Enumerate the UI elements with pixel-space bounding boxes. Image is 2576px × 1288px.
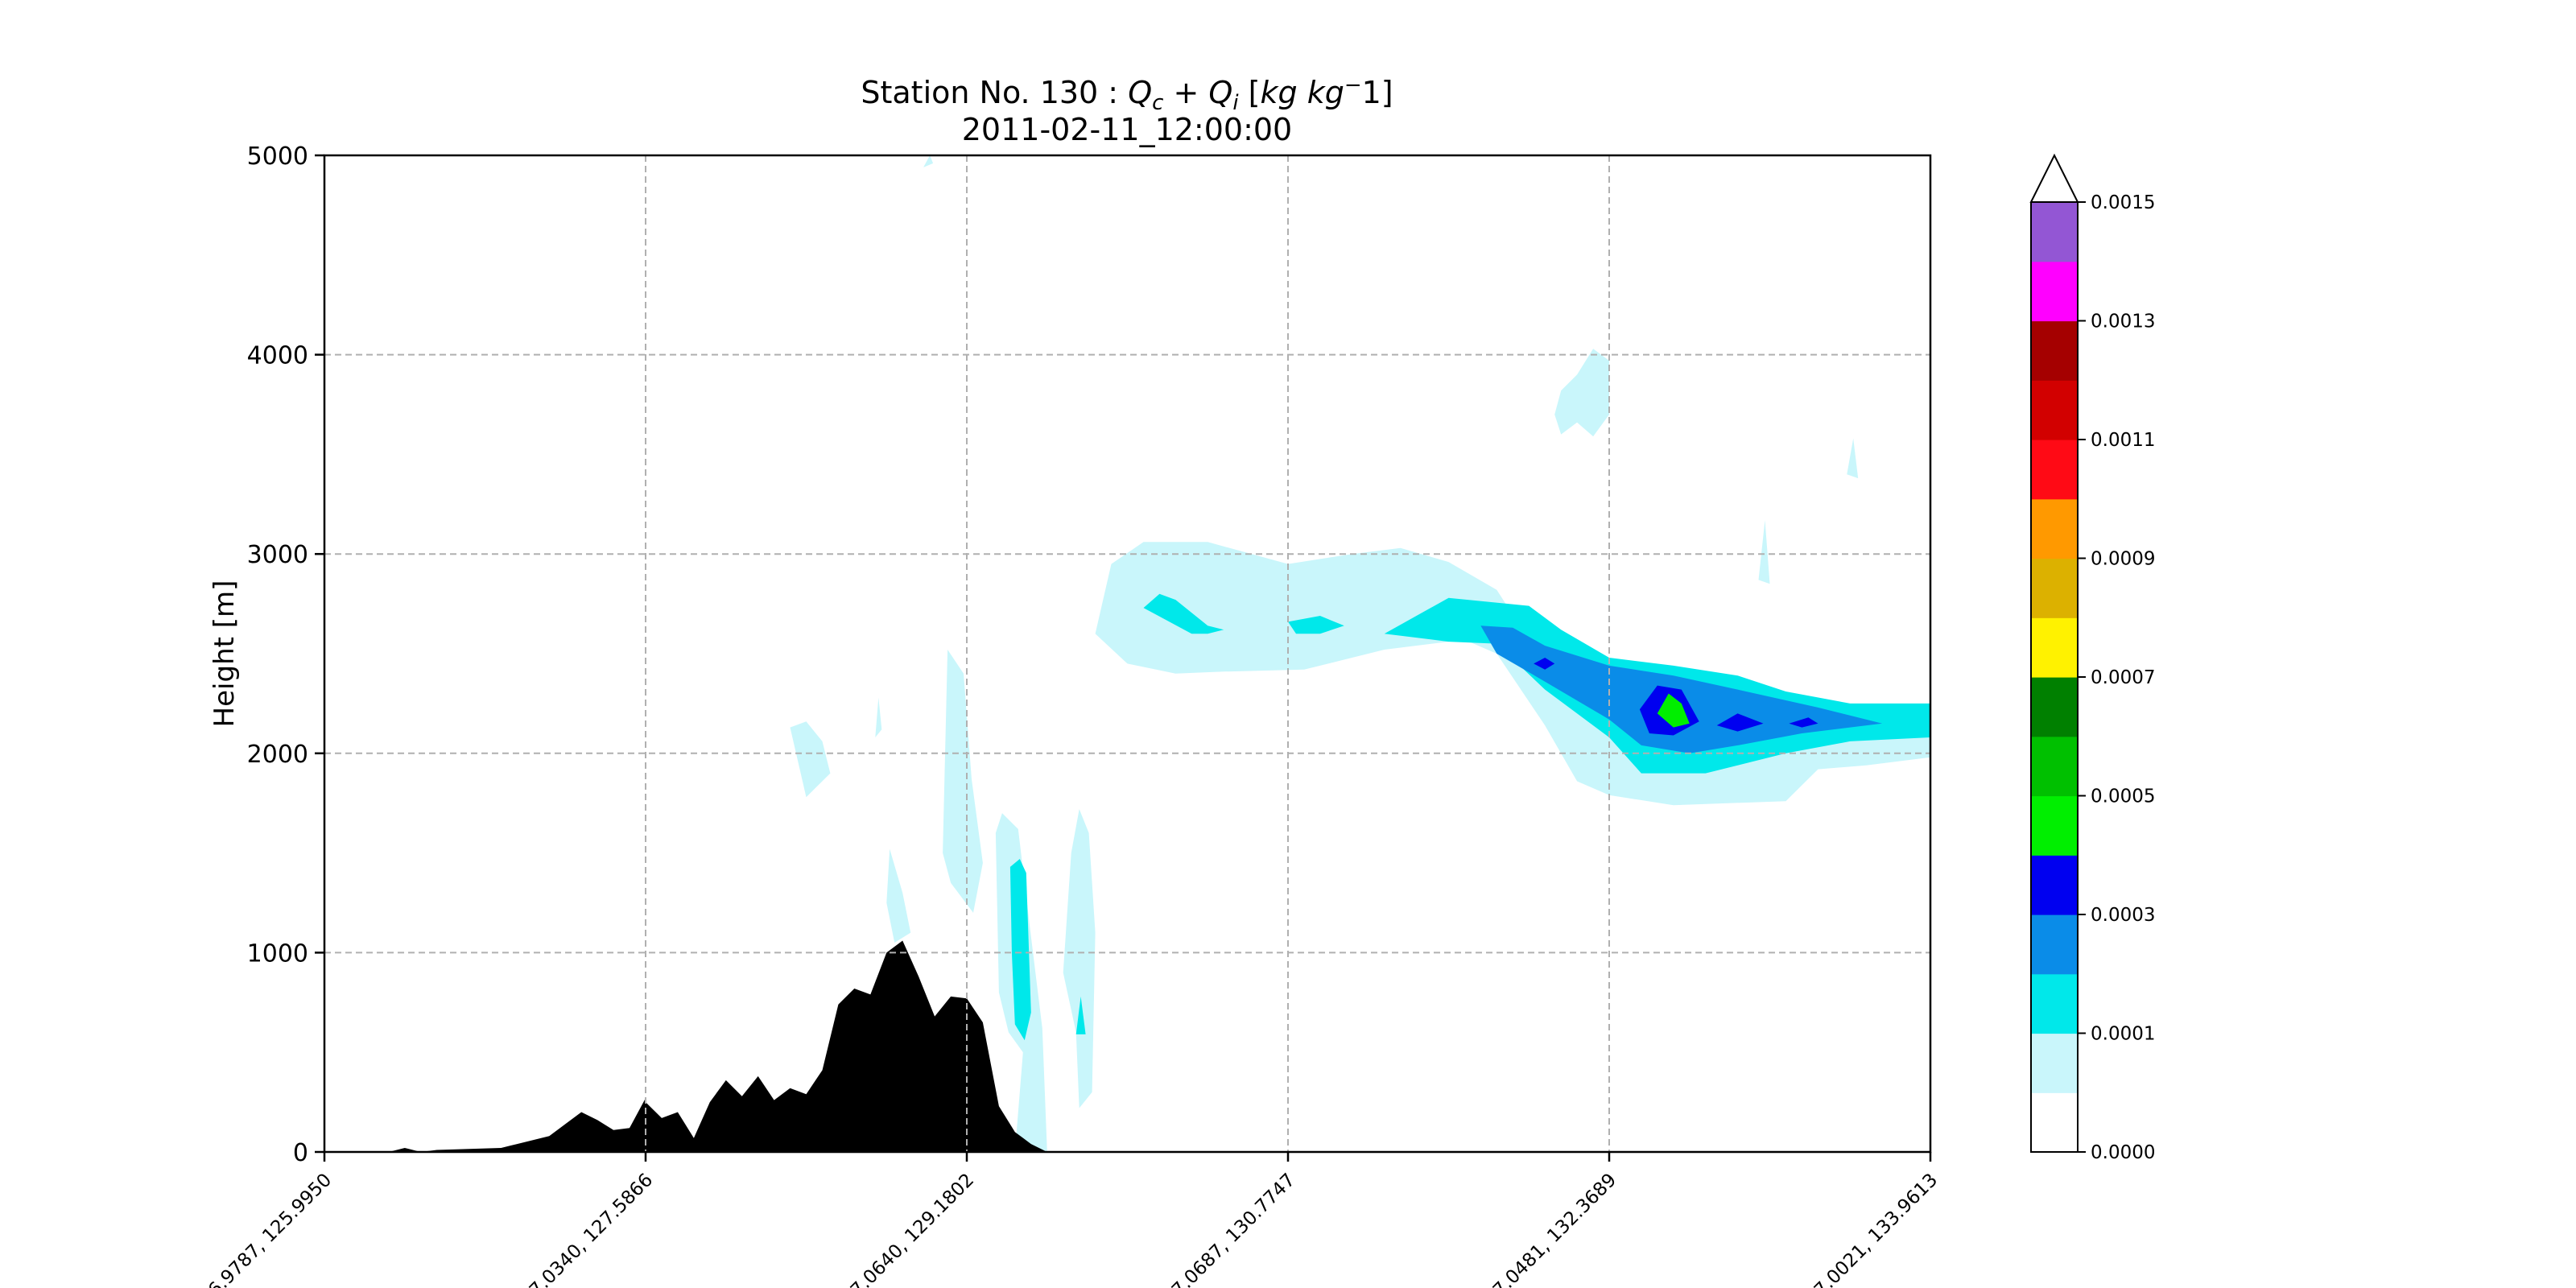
colorbar-tick-label: 0.0007 xyxy=(2091,667,2155,688)
chart-subtitle: 2011-02-11_12:00:00 xyxy=(962,112,1293,147)
contour-region xyxy=(1789,717,1818,728)
y-tick-label: 1000 xyxy=(247,939,308,968)
contour-region xyxy=(1009,859,1031,1041)
y-axis-label: Height [m] xyxy=(208,580,241,728)
x-tick-label: 37.0481, 132.3689 xyxy=(1481,1170,1621,1288)
contour-region xyxy=(1063,809,1096,1108)
contour-region xyxy=(1758,520,1770,584)
contour-region xyxy=(875,697,882,737)
chart-title-line1: Station No. 130 : Qc + Qi [kg kg−1] xyxy=(861,73,1393,115)
x-tick-label: 37.0340, 127.5866 xyxy=(518,1170,658,1288)
colorbar-swatch xyxy=(2031,440,2078,500)
colorbar-tick-label: 0.0000 xyxy=(2091,1142,2155,1163)
colorbar-tick-label: 0.0009 xyxy=(2091,549,2155,570)
chart-title-prefix: Station No. 130 : xyxy=(861,75,1128,110)
colorbar-swatch xyxy=(2031,380,2078,440)
contour-region xyxy=(1480,625,1883,753)
x-tick-label: 36.9787, 125.9950 xyxy=(196,1170,336,1288)
colorbar-tick-label: 0.0013 xyxy=(2091,312,2155,332)
contour-region xyxy=(1095,542,1930,806)
chart-title: Station No. 130 : Qc + Qi [kg kg−1] 2011… xyxy=(861,73,1393,147)
colorbar-swatch xyxy=(2031,1033,2078,1093)
x-tick-label: 37.0687, 130.7747 xyxy=(1160,1170,1300,1288)
colorbar-swatch xyxy=(2031,558,2078,618)
plot-frame xyxy=(323,154,1932,1154)
contour-region xyxy=(790,721,831,798)
contour-region xyxy=(1657,693,1690,728)
colorbar-swatch xyxy=(2031,736,2078,797)
contour-region xyxy=(1534,658,1555,670)
colorbar-swatch xyxy=(2031,617,2078,678)
colorbar-swatch xyxy=(2031,320,2078,381)
colorbar-swatch xyxy=(2031,855,2078,915)
y-tick-label: 4000 xyxy=(247,342,308,370)
colorbar-tick-label: 0.0015 xyxy=(2091,192,2155,213)
y-tick-label: 5000 xyxy=(247,142,308,171)
y-tick-label: 3000 xyxy=(247,541,308,569)
colorbar-swatch xyxy=(2031,261,2078,322)
contour-region xyxy=(1847,438,1859,479)
colorbar-swatch xyxy=(2031,498,2078,559)
contour-region xyxy=(1143,593,1224,634)
colorbar-tick-label: 0.0001 xyxy=(2091,1024,2155,1045)
contour-region xyxy=(1075,996,1086,1034)
contour-region xyxy=(1716,713,1764,732)
x-tick-label: 37.0021, 133.9613 xyxy=(1802,1170,1942,1288)
contour-region xyxy=(1288,616,1344,634)
terrain-silhouette xyxy=(324,940,1063,1152)
colorbar-swatch xyxy=(2031,795,2078,856)
colorbar-tick-label: 0.0011 xyxy=(2091,430,2155,451)
colorbar-swatch xyxy=(2031,202,2078,262)
contour-region xyxy=(943,650,983,913)
colorbar-swatch xyxy=(2031,914,2078,975)
x-tick-label: 37.0640, 129.1802 xyxy=(839,1170,979,1288)
contour-region xyxy=(923,155,934,167)
colorbar-extend-arrow xyxy=(2029,153,2079,203)
contour-region xyxy=(1554,349,1609,437)
contour-region xyxy=(886,848,911,943)
y-tick-label: 0 xyxy=(293,1139,308,1167)
colorbar-swatch xyxy=(2031,973,2078,1034)
colorbar-swatch xyxy=(2031,1092,2078,1153)
y-tick-label: 2000 xyxy=(247,741,308,769)
colorbar-swatch xyxy=(2031,677,2078,737)
colorbar-tick-label: 0.0003 xyxy=(2091,905,2155,926)
colorbar-tick-label: 0.0005 xyxy=(2091,786,2155,807)
chart-title-math: Q xyxy=(1128,75,1152,110)
